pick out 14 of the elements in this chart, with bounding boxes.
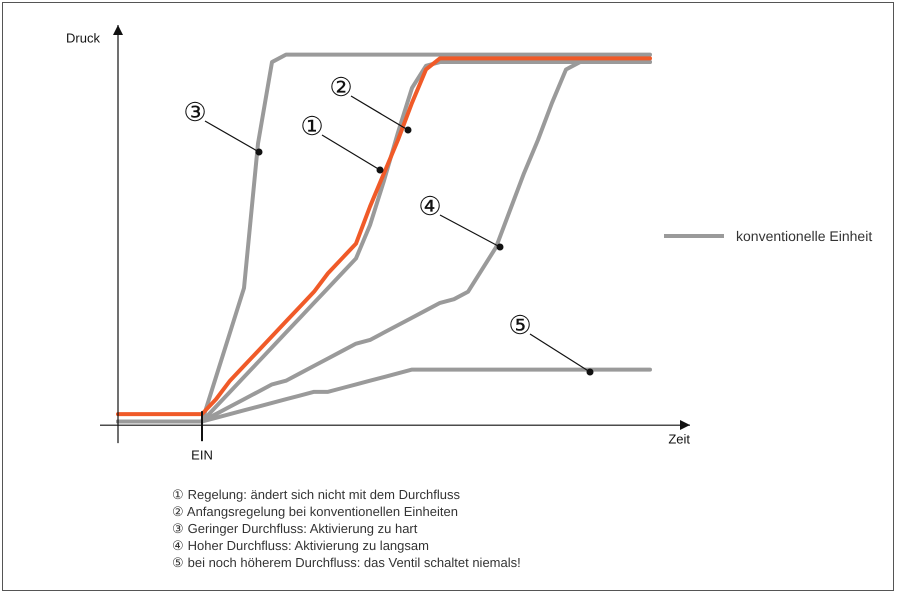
legend-label: konventionelle Einheit [736,228,872,244]
x-axis-title: Zeit [668,431,690,446]
annotation: ③ [183,98,207,128]
annotation: ② [329,72,353,103]
text: ① Regelung: ändert sich nicht mit dem Durchfluss [172,486,462,503]
text: ② Anfangsregelung bei konventionellen Einheiten [172,503,459,520]
text: ③ Geringer Durchfluss: Aktivierung zu hart [172,520,418,537]
text: ④ Hoher Durchfluss: Aktivierung zu langsam [172,537,430,554]
text: ⑤ bei noch höherem Durchfluss: das Ventil schaltet niemals! [172,554,521,571]
y-axis-title: Druck [66,30,100,46]
annotation: ⑤ [508,310,532,341]
annotation: ④ [418,192,442,222]
annotation: ① [300,112,324,142]
text: EIN [191,447,213,462]
